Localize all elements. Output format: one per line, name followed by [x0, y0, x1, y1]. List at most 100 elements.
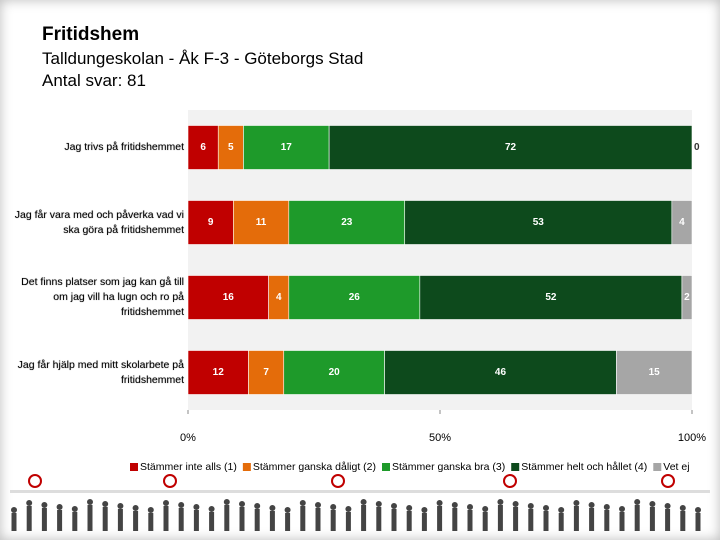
figure-head: [527, 503, 534, 509]
figure-head: [619, 506, 625, 512]
figure-body: [391, 509, 397, 531]
legend-label: Stämmer helt och hållet (4): [521, 461, 647, 473]
bar-segment: [248, 350, 285, 395]
figure-body: [452, 508, 458, 531]
figure-body: [300, 506, 306, 531]
x-tick-label: 0%: [180, 432, 196, 444]
bar-segment: [419, 275, 683, 320]
legend-label: Stämmer ganska bra (3): [392, 461, 505, 473]
target-icon: [163, 474, 177, 488]
figure-body: [649, 507, 655, 531]
figure-head: [482, 506, 489, 512]
figure-body: [589, 508, 595, 531]
value-label: 4: [276, 292, 282, 303]
legend-swatch: [511, 463, 520, 471]
figure-body: [11, 513, 17, 531]
figure-head: [558, 507, 565, 513]
bar-segment: [187, 350, 249, 395]
legend-swatch: [130, 463, 138, 471]
figure-head: [573, 500, 580, 506]
value-label: 6: [200, 142, 206, 153]
legend-label: Vet ej: [663, 461, 689, 473]
figure-body: [148, 513, 154, 531]
figure-head: [193, 504, 200, 510]
responses: Antal svar: 81: [42, 71, 146, 90]
figure-head: [603, 504, 610, 510]
value-label: 9: [208, 217, 214, 228]
figure-head: [421, 507, 428, 513]
value-label: 4: [679, 217, 685, 228]
figure-head: [315, 502, 321, 508]
figure-head: [56, 504, 63, 510]
figure-head: [102, 501, 109, 507]
value-label: 5: [228, 142, 234, 153]
figure-body: [695, 513, 701, 531]
category-label: Jag får vara med och påverka vad vi ska …: [14, 208, 184, 236]
figure-head: [360, 499, 367, 505]
value-label: 72: [505, 142, 517, 153]
figure-body: [41, 508, 47, 531]
figure-head: [132, 505, 139, 511]
figure-body: [254, 509, 260, 531]
figure-body: [421, 513, 427, 531]
figure-body: [315, 508, 321, 531]
legend-swatch: [242, 463, 251, 471]
figure-head: [634, 499, 641, 505]
value-label: 15: [649, 367, 661, 378]
bar-segment: [217, 125, 244, 170]
figure-head: [512, 501, 519, 507]
figure-body: [467, 510, 473, 531]
figure-head: [239, 501, 245, 507]
figure-body: [376, 507, 382, 531]
bar-segment: [616, 350, 693, 395]
figure-body: [619, 512, 625, 531]
figure-body: [604, 510, 610, 531]
figure-body: [102, 507, 108, 531]
figure-body: [345, 512, 351, 531]
figure-head: [467, 504, 473, 510]
value-label: 23: [341, 217, 353, 228]
figure-body: [209, 512, 215, 531]
figure-head: [330, 504, 337, 510]
target-icon: [28, 474, 42, 488]
legend-label: Stämmer inte alls (1): [140, 461, 237, 473]
figure-body: [680, 511, 686, 531]
target-icon: [661, 474, 675, 488]
x-tick-label: 50%: [429, 432, 451, 444]
subtitle: Talldungeskolan - Åk F-3 - Göteborgs Sta…: [42, 49, 364, 68]
category-label: Jag trivs på fritidshemmet: [64, 141, 184, 153]
figure-body: [269, 511, 275, 531]
figure-body: [513, 507, 519, 531]
figure-body: [224, 505, 230, 531]
figure-body: [361, 505, 367, 531]
figure-head: [11, 507, 17, 513]
category-label: Det finns platser som jag kan gå till om…: [21, 276, 184, 318]
bar-segment: [328, 125, 693, 170]
figure-body: [665, 509, 671, 531]
value-label: 0: [694, 142, 700, 153]
category-label: Jag får hjälp med mitt skolarbete på fri…: [17, 358, 184, 386]
figure-head: [254, 503, 261, 509]
figure-head: [41, 502, 48, 508]
bar-segment: [283, 350, 385, 395]
bar-segment: [681, 275, 693, 320]
figure-head: [451, 502, 458, 508]
figure-head: [695, 507, 701, 513]
bar-segment: [384, 350, 617, 395]
legend-label: Stämmer ganska dåligt (2): [253, 461, 376, 473]
value-label: 11: [256, 217, 267, 228]
target-icon: [503, 474, 517, 488]
figure-head: [269, 505, 276, 511]
figure-body: [117, 509, 123, 531]
figure-body: [406, 511, 412, 531]
bar-segment: [243, 125, 330, 170]
figure-body: [163, 506, 169, 531]
figure-body: [193, 510, 199, 531]
figure-body: [239, 507, 245, 531]
bar-segment: [187, 275, 269, 320]
figure-body: [26, 506, 32, 531]
x-tick-label: 100%: [678, 432, 706, 444]
figure-head: [497, 499, 504, 505]
bar-segment: [187, 200, 234, 245]
figure-head: [345, 506, 352, 512]
